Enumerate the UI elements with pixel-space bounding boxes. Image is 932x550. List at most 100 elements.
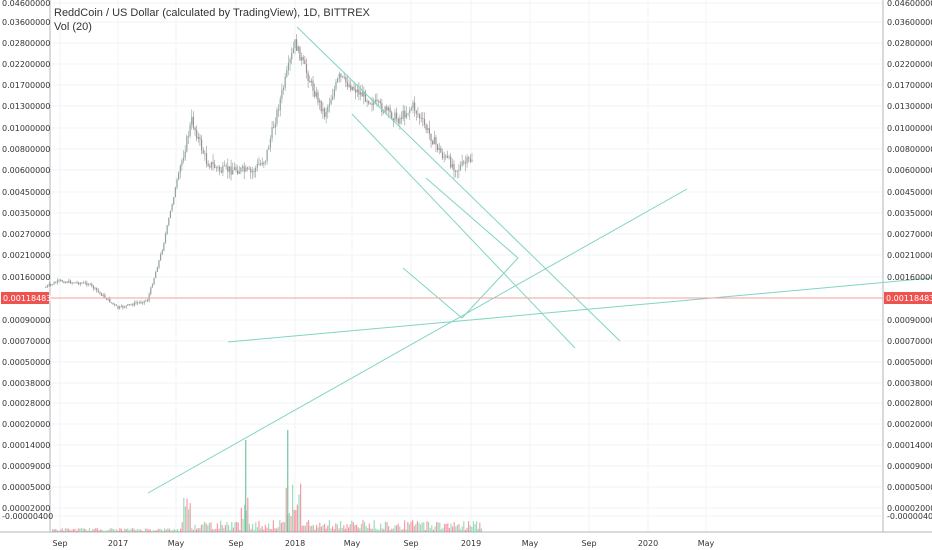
candle-body (459, 165, 462, 170)
y-tick-label: 0.00050000 (2, 358, 50, 367)
volume-bar (367, 528, 369, 532)
volume-bar (388, 526, 390, 532)
candle-body (141, 302, 144, 304)
volume-bar (402, 529, 404, 532)
candle-body (402, 110, 404, 119)
volume-bar (221, 525, 223, 532)
volume-bar (464, 529, 466, 532)
trendline[interactable] (296, 26, 621, 342)
candle-body (281, 89, 283, 99)
candle-body (119, 306, 121, 309)
volume-bar (426, 521, 428, 532)
volume-bar (148, 529, 150, 532)
candle-body (343, 76, 345, 78)
volume-bar (196, 528, 198, 532)
volume-bar (450, 523, 452, 532)
volume-bar (424, 529, 426, 532)
candle-body (102, 294, 104, 296)
candle-body (176, 179, 178, 188)
candle-body (191, 116, 193, 125)
volume-bar (312, 524, 314, 532)
volume-bar (63, 530, 65, 532)
volume-bar (159, 528, 161, 532)
candle-body (441, 152, 444, 159)
volume-bar (391, 528, 393, 532)
volume-bar (319, 522, 321, 532)
candle-body (158, 260, 160, 268)
volume-bar (280, 523, 282, 532)
candle-body (377, 101, 380, 102)
drawn-trendlines[interactable] (147, 26, 932, 494)
volume-bar (223, 528, 225, 532)
trendline[interactable] (351, 113, 576, 349)
candle-body (222, 165, 224, 173)
volume-bar (412, 520, 414, 532)
volume-bar (301, 525, 303, 532)
volume-bar (256, 527, 258, 532)
volume-bar (64, 528, 66, 532)
volume-bar (87, 530, 89, 532)
volume-bar (415, 524, 417, 532)
candle-body (133, 302, 135, 306)
candle-body (186, 136, 188, 152)
volume-bar (258, 520, 260, 532)
trendline[interactable] (425, 177, 519, 259)
volume-bar (276, 528, 278, 532)
candle-body (366, 101, 368, 102)
x-tick-label: May (522, 539, 539, 548)
candle-body (307, 72, 309, 81)
candle-body (82, 282, 85, 284)
candle-body (448, 156, 450, 158)
time-axis[interactable]: Sep 2017 May Sep 2018 May Sep 2019 May Sep 2020 May (52, 539, 714, 548)
candle-body (153, 278, 155, 285)
volume-bar (324, 523, 326, 532)
candle-body (415, 110, 417, 114)
left-price-axis[interactable]: 0.04600000 0.03600000 0.02800000 0.02200000… (1, 0, 53, 521)
volume-bar (71, 529, 73, 532)
volume-bar (416, 521, 418, 532)
volume-bar (204, 521, 206, 532)
volume-bar (122, 530, 124, 532)
volume-bar (317, 527, 319, 532)
y-tick-label: 0.01300000 (2, 102, 50, 111)
candle-body (96, 287, 98, 291)
y-tick-label: 0.00002000 (887, 504, 932, 513)
candle-body (428, 128, 430, 134)
volume-bar (210, 522, 212, 532)
candle-body (289, 59, 291, 64)
volume-bar (344, 528, 346, 532)
candle-body (276, 109, 278, 124)
candle-body (359, 92, 362, 95)
candle-body (337, 78, 339, 82)
y-tick-label: 0.03600000 (2, 18, 50, 27)
y-tick-label: 0.00002000 (2, 504, 50, 513)
volume-bar (309, 526, 311, 532)
candle-body (409, 109, 411, 113)
x-tick-label: 2019 (461, 539, 481, 548)
trendline[interactable] (402, 267, 463, 319)
candle-body (174, 187, 176, 198)
volume-bar (448, 527, 450, 532)
y-tick-label: 0.00210000 (887, 251, 932, 260)
trendline[interactable] (147, 188, 688, 494)
volume-bar (327, 525, 329, 532)
y-tick-label: 0.00450000 (2, 188, 50, 197)
volume-bar (359, 528, 361, 532)
trendline[interactable] (461, 257, 519, 319)
candle-body (417, 113, 419, 115)
volume-bar (311, 525, 313, 532)
volume-bar (188, 509, 190, 532)
right-price-axis[interactable]: 0.04600000 0.03600000 0.02800000 0.02200000… (884, 0, 932, 521)
y-tick-label: 0.00014000 (887, 441, 932, 450)
candle-body (173, 197, 175, 205)
candle-body (414, 102, 416, 111)
trendline[interactable] (227, 277, 932, 343)
candle-body (61, 280, 63, 282)
candle-body (456, 170, 458, 172)
candle-body (381, 103, 383, 113)
candle-body (391, 112, 393, 119)
y-tick-label: 0.01000000 (2, 124, 50, 133)
candle-body (341, 76, 344, 78)
candle-body (220, 170, 222, 173)
